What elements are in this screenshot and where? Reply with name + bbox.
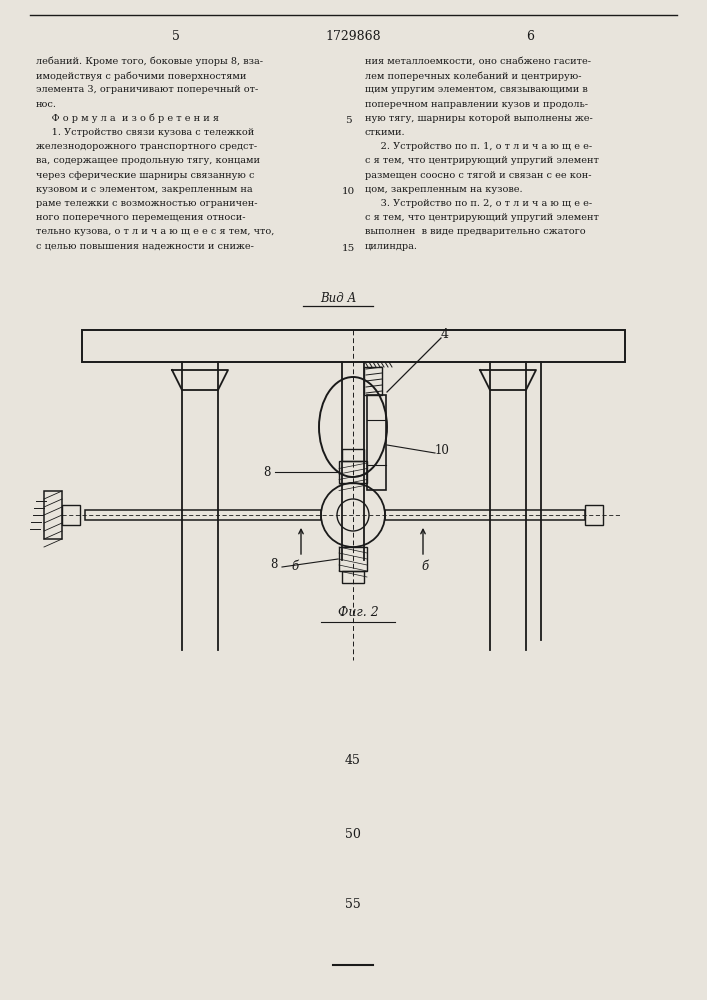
Text: с я тем, что центрирующий упругий элемент: с я тем, что центрирующий упругий элемен… — [365, 213, 599, 222]
Text: с я тем, что центрирующий упругий элемент: с я тем, что центрирующий упругий элемен… — [365, 156, 599, 165]
Text: 50: 50 — [345, 828, 361, 842]
Bar — [82, 330, 625, 362]
Bar — [339, 547, 367, 571]
Text: 8: 8 — [264, 466, 271, 479]
Text: 10: 10 — [341, 187, 355, 196]
Text: цилиндра.: цилиндра. — [365, 242, 418, 251]
Text: 8: 8 — [271, 558, 278, 572]
Bar — [44, 491, 62, 539]
Text: ного поперечного перемещения относи-: ного поперечного перемещения относи- — [36, 213, 245, 222]
Text: железнодорожного транспортного средст-: железнодорожного транспортного средст- — [36, 142, 257, 151]
Text: 5: 5 — [345, 116, 351, 125]
Text: 45: 45 — [345, 754, 361, 766]
Text: Вид А: Вид А — [320, 292, 356, 304]
Text: кузовом и с элементом, закрепленным на: кузовом и с элементом, закрепленным на — [36, 185, 252, 194]
Text: нос.: нос. — [36, 100, 57, 109]
Text: Ф о р м у л а  и з о б р е т е н и я: Ф о р м у л а и з о б р е т е н и я — [36, 114, 219, 123]
Text: 10: 10 — [435, 444, 450, 456]
Bar — [85, 510, 321, 520]
Text: поперечном направлении кузов и продоль-: поперечном направлении кузов и продоль- — [365, 100, 588, 109]
Text: размещен соосно с тягой и связан с ее кон-: размещен соосно с тягой и связан с ее ко… — [365, 171, 592, 180]
Text: через сферические шарниры связанную с: через сферические шарниры связанную с — [36, 171, 255, 180]
Text: лем поперечных колебаний и центрирую-: лем поперечных колебаний и центрирую- — [365, 71, 581, 81]
Bar — [385, 510, 585, 520]
Bar — [342, 449, 364, 461]
Text: 1729868: 1729868 — [325, 29, 381, 42]
Text: тельно кузова, о т л и ч а ю щ е е с я тем, что,: тельно кузова, о т л и ч а ю щ е е с я т… — [36, 227, 274, 236]
Text: б: б — [291, 560, 298, 574]
Text: б: б — [421, 560, 428, 574]
Text: 55: 55 — [345, 898, 361, 912]
Text: ния металлоемкости, оно снабжено гасите-: ния металлоемкости, оно снабжено гасите- — [365, 57, 591, 66]
Text: сткими.: сткими. — [365, 128, 406, 137]
Bar — [585, 505, 603, 525]
Bar — [367, 395, 386, 490]
Bar — [342, 571, 364, 583]
Text: раме тележки с возможностью ограничен-: раме тележки с возможностью ограничен- — [36, 199, 257, 208]
Text: элемента 3, ограничивают поперечный от-: элемента 3, ограничивают поперечный от- — [36, 85, 258, 94]
Text: 1. Устройство связи кузова с тележкой: 1. Устройство связи кузова с тележкой — [36, 128, 255, 137]
Text: 3. Устройство по п. 2, о т л и ч а ю щ е е-: 3. Устройство по п. 2, о т л и ч а ю щ е… — [365, 199, 592, 208]
Bar — [364, 367, 382, 395]
Text: ва, содержащее продольную тягу, концами: ва, содержащее продольную тягу, концами — [36, 156, 260, 165]
Text: имодействуя с рабочими поверхностями: имодействуя с рабочими поверхностями — [36, 71, 246, 81]
Text: лебаний. Кроме того, боковые упоры 8, вза-: лебаний. Кроме того, боковые упоры 8, вз… — [36, 57, 263, 66]
Bar — [62, 505, 80, 525]
Text: цом, закрепленным на кузове.: цом, закрепленным на кузове. — [365, 185, 522, 194]
Text: с целью повышения надежности и сниже-: с целью повышения надежности и сниже- — [36, 242, 254, 251]
Text: 6: 6 — [526, 29, 534, 42]
Bar — [339, 461, 367, 483]
Text: 2. Устройство по п. 1, о т л и ч а ю щ е е-: 2. Устройство по п. 1, о т л и ч а ю щ е… — [365, 142, 592, 151]
Text: Фиг. 2: Фиг. 2 — [338, 606, 378, 619]
Text: щим упругим элементом, связывающими в: щим упругим элементом, связывающими в — [365, 85, 588, 94]
Text: ную тягу, шарниры которой выполнены же-: ную тягу, шарниры которой выполнены же- — [365, 114, 592, 123]
Text: 5: 5 — [172, 29, 180, 42]
Text: 4: 4 — [441, 328, 449, 342]
Text: 15: 15 — [341, 244, 355, 253]
Text: выполнен  в виде предварительно сжатого: выполнен в виде предварительно сжатого — [365, 227, 585, 236]
